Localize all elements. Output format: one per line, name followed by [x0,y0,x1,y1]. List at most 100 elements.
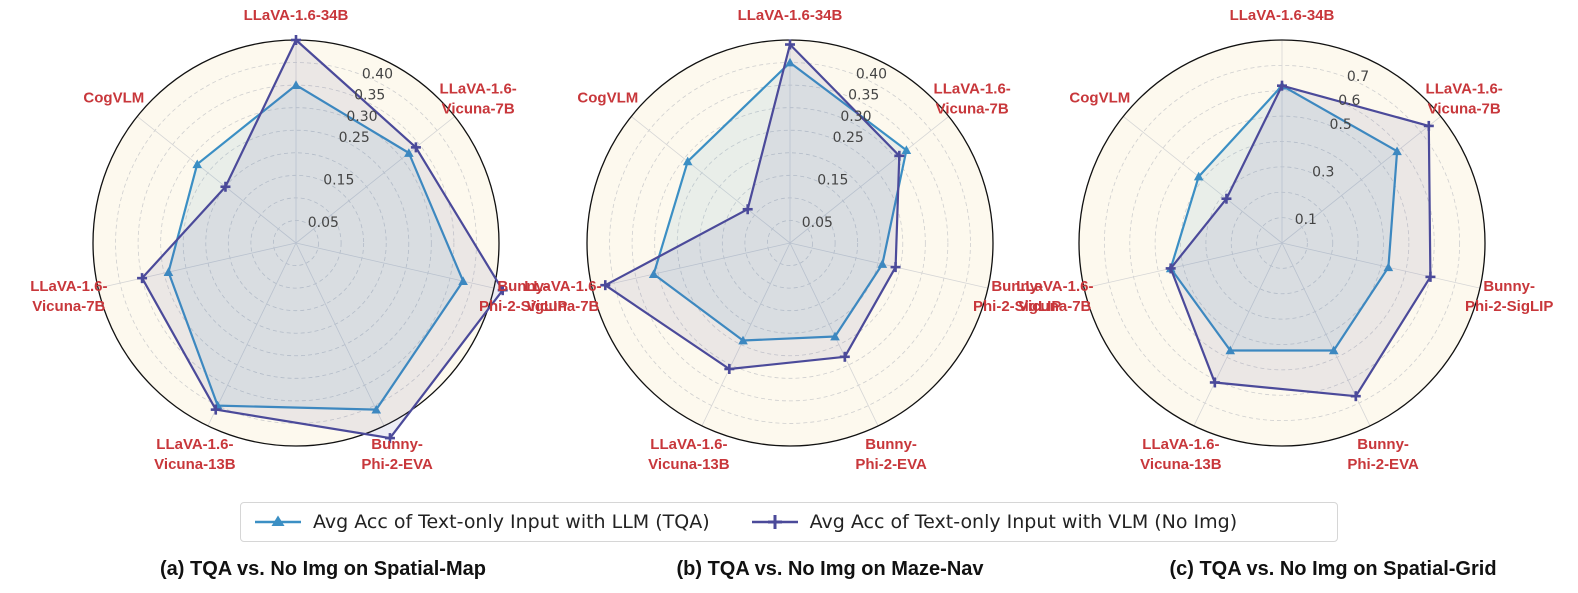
axis-label-line: LLaVA-1.6- [156,436,233,453]
axis-label-line: LLaVA-1.6- [1016,278,1093,295]
spoke-line [295,116,455,244]
spoke-line [137,116,297,244]
spoke-line [789,116,949,244]
data-point-tqa [877,259,888,268]
spoke-line [1281,116,1441,244]
series-line-noimg [1169,84,1432,398]
radar-chart-2: 0.05 0.15 0.25 0.30 0.35 0.40 LLaVA-1.6-34B LLa… [524,7,1061,473]
spoke-line [701,242,791,427]
outer-ring [1078,39,1486,447]
tick-label: 0.15 [323,172,354,188]
axis-label-line: Vicuna-7B [526,298,599,315]
data-point-tqa [648,269,659,278]
axis-label-5: LLaVA-1.6- Vicuna-13B [1140,436,1222,473]
axis-label-7: CogVLM [83,90,144,107]
axis-label-2: LLaVA-1.6- Vicuna-7B [934,81,1011,118]
series-line-noimg [604,43,901,371]
triangle-marker-icon [255,515,301,526]
axis-label-line: Bunny- [371,436,423,453]
data-point-noimg [1350,391,1361,402]
data-point-noimg [410,142,421,153]
legend-item-noimg: Avg Acc of Text-only Input with VLM (No … [751,511,1238,533]
axis-label-line: CogVLM [577,90,638,107]
caption-spatial-grid: (c) TQA vs. No Img on Spatial-Grid [1169,558,1497,580]
data-point-tqa [163,267,174,276]
spoke-line [631,116,791,244]
axis-label-line: LLaVA-1.6- [30,278,107,295]
series-line-noimg [141,38,504,440]
data-point-tqa [458,276,468,285]
axis-label-line: CogVLM [1069,90,1130,107]
series-line-tqa [652,61,908,342]
spoke-line [295,242,385,427]
axis-label-6: LLaVA-1.6- Vicuna-7B [524,278,601,315]
radar-chart-1: 0.05 0.15 0.25 0.30 0.35 0.40 LLaVA-1.6-34B LLa… [30,7,567,473]
tick-label: 0.35 [354,88,385,104]
data-point-tqa [738,335,748,345]
axis-label-line: LLaVA-1.6- [1426,81,1503,98]
data-point-tqa [192,159,203,169]
radar-chart-3: 0.1 0.3 0.5 0.6 0.7 LLaVA-1.6-34B LLaVA-1.6- Vi… [1016,7,1553,473]
tick-label: 0.25 [833,130,864,146]
data-point-noimg [210,404,221,415]
data-point-noimg [1221,193,1232,204]
grid-ring [676,129,904,357]
axis-label-line: CogVLM [83,90,144,107]
data-point-noimg [291,35,301,45]
axis-label-line: LLaVA-1.6- [440,81,517,98]
axis-label-line: Vicuna-7B [936,101,1009,118]
caption-spatial-map: (a) TQA vs. No Img on Spatial-Map [160,558,486,580]
spoke-line [789,242,988,289]
axis-label-3: Bunny- Phi-2-SigLIP [479,278,567,315]
legend: Avg Acc of Text-only Input with LLM (TQA… [240,502,1338,542]
grid-ring [1256,217,1308,269]
tick-label: 0.05 [802,215,833,231]
axis-label-line: Phi-2-SigLIP [973,298,1061,315]
data-point-noimg [839,351,850,362]
spoke-line [207,242,297,427]
data-point-tqa [1392,146,1402,156]
axis-label-line: LLaVA-1.6- [934,81,1011,98]
axis-label-line: Vicuna-13B [648,456,730,473]
series-line-tqa [1169,84,1399,352]
data-point-noimg [1277,80,1287,91]
axis-label-2: LLaVA-1.6- Vicuna-7B [1426,81,1503,118]
tick-label: 0.05 [308,215,339,231]
tick-label: 0.7 [1347,69,1369,85]
axis-label-4: Bunny- Phi-2-EVA [1347,436,1419,473]
axis-label-line: LLaVA-1.6- [650,436,727,453]
legend-label-tqa: Avg Acc of Text-only Input with LLM (TQA… [313,511,710,533]
legend-label-noimg: Avg Acc of Text-only Input with VLM (No … [809,511,1238,533]
axis-label-line: Vicuna-7B [1018,298,1091,315]
tick-label: 0.6 [1338,93,1360,109]
spoke-line [98,242,297,289]
axis-label-5: LLaVA-1.6- Vicuna-13B [154,436,236,473]
axis-label-3: Bunny- Phi-2-SigLIP [973,278,1061,315]
data-point-tqa [1328,345,1339,355]
data-point-tqa [830,331,840,341]
data-point-noimg [1425,271,1436,282]
axis-label-line: Bunny- [1483,278,1535,295]
axis-label-1: LLaVA-1.6-34B [244,7,349,24]
data-point-tqa [404,148,414,157]
axis-label-line: Vicuna-7B [442,101,515,118]
axis-label-1: LLaVA-1.6-34B [1230,7,1335,24]
tick-label: 0.15 [817,172,848,188]
spoke-line [1084,242,1283,289]
axis-label-line: Vicuna-7B [1428,101,1501,118]
axis-label-line: Vicuna-13B [154,456,236,473]
data-point-noimg [894,150,905,161]
legend-item-tqa: Avg Acc of Text-only Input with LLM (TQA… [255,511,710,533]
data-point-noimg [1209,377,1220,388]
data-point-tqa [371,404,382,414]
tick-label: 0.30 [840,109,871,125]
axis-label-3: Bunny- Phi-2-SigLIP [1465,278,1553,315]
axis-label-line: Bunny- [991,278,1043,295]
axis-label-1: LLaVA-1.6-34B [738,7,843,24]
spoke-line [592,242,791,289]
grid-ring [182,129,410,357]
data-point-noimg [785,39,795,50]
axis-label-4: Bunny- Phi-2-EVA [855,436,927,473]
tick-label: 0.40 [362,66,393,82]
tick-label: 0.3 [1312,164,1334,180]
